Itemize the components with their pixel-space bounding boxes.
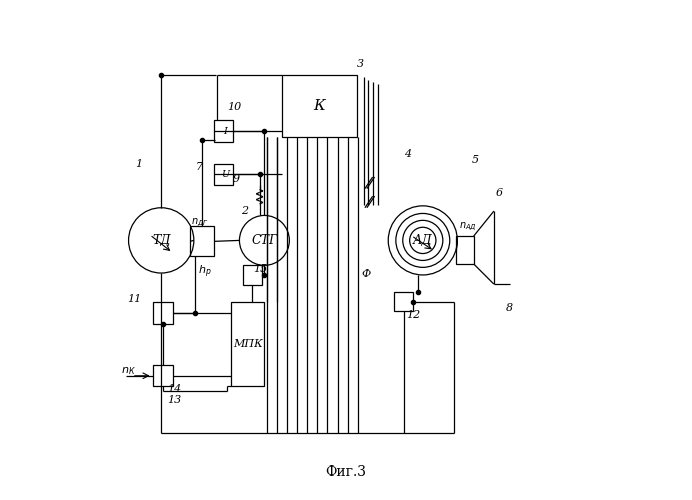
Text: СТГ: СТГ [251, 234, 277, 247]
Bar [152, 365, 173, 386]
Text: ТД: ТД [152, 234, 170, 247]
Bar [215, 120, 233, 142]
Bar [244, 266, 262, 284]
Text: Ф: Ф [362, 270, 371, 280]
Bar [394, 292, 412, 312]
Text: 14: 14 [167, 384, 181, 394]
Text: 2: 2 [241, 206, 248, 216]
Bar [231, 302, 264, 386]
Text: $n_{АД}$: $n_{АД}$ [459, 220, 477, 232]
Text: МПК: МПК [233, 338, 262, 348]
Text: 5: 5 [472, 155, 479, 165]
Text: 7: 7 [196, 162, 203, 172]
Bar [190, 226, 214, 256]
Text: I: I [224, 127, 228, 136]
Text: 3: 3 [357, 59, 364, 69]
Bar [457, 236, 474, 264]
Text: 9: 9 [233, 174, 240, 184]
Text: $h_р$: $h_р$ [198, 264, 212, 280]
Text: 1: 1 [135, 158, 142, 168]
Text: 11: 11 [128, 294, 142, 304]
Text: Фиг.3: Фиг.3 [325, 465, 367, 479]
Text: 12: 12 [406, 310, 420, 320]
Text: $n_К$: $n_К$ [121, 365, 136, 376]
Text: К: К [313, 99, 325, 113]
Bar [152, 302, 173, 324]
Text: $n_{ДГ}$: $n_{ДГ}$ [191, 216, 209, 228]
Text: 15: 15 [253, 264, 268, 274]
Text: 10: 10 [228, 102, 242, 112]
Text: 4: 4 [404, 149, 411, 159]
Text: U: U [221, 170, 230, 179]
Bar [282, 75, 357, 137]
Text: 6: 6 [496, 188, 503, 198]
Text: 8: 8 [506, 302, 513, 312]
Bar [215, 164, 233, 184]
Text: АД: АД [413, 234, 432, 247]
Text: 13: 13 [167, 395, 181, 405]
